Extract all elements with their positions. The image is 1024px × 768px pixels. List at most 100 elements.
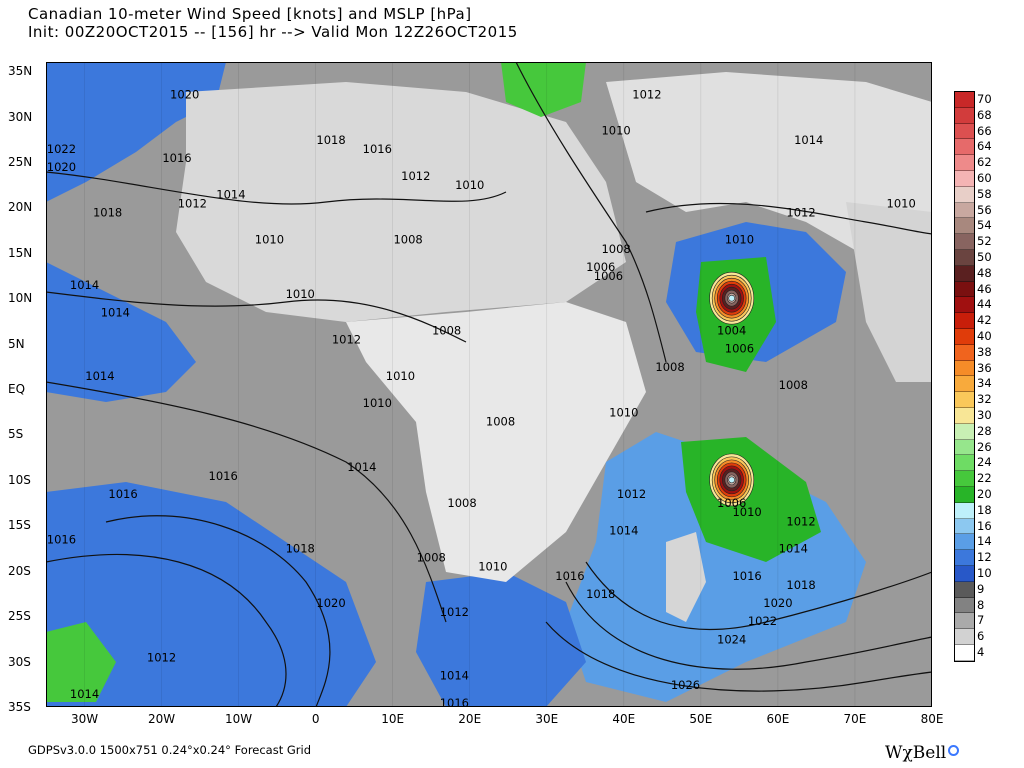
weather-map: 1020102210201018101610121014101810161010… xyxy=(46,62,932,707)
legend-swatch xyxy=(955,581,974,598)
land-central-africa xyxy=(346,302,646,582)
wind-region-south-atlantic xyxy=(46,482,376,707)
legend-swatch xyxy=(955,218,974,235)
legend-swatch xyxy=(955,313,974,329)
legend-swatch xyxy=(955,265,974,282)
legend-swatch xyxy=(955,534,974,551)
legend-swatch xyxy=(955,234,974,250)
legend-label: 18 xyxy=(977,502,992,517)
legend-label: 36 xyxy=(977,360,992,375)
legend-label: 48 xyxy=(977,265,992,280)
isobar-label: 1018 xyxy=(786,578,815,592)
latitude-label: 5N xyxy=(8,336,25,351)
isobar-line xyxy=(565,581,932,670)
legend-label: 70 xyxy=(977,92,992,106)
legend-swatch xyxy=(955,392,974,408)
isobar-label: 1014 xyxy=(609,523,638,537)
legend-swatch xyxy=(955,155,974,171)
latitude-label: 20N xyxy=(8,200,33,215)
latitude-label: 30S xyxy=(8,654,31,669)
isobar-label: 1010 xyxy=(601,124,630,138)
isobar-label: 1018 xyxy=(316,133,345,147)
legend-swatch xyxy=(955,565,974,582)
isobar-label: 1006 xyxy=(717,496,746,510)
legend-label: 64 xyxy=(977,139,992,154)
legend-label: 68 xyxy=(977,107,992,122)
legend-label: 9 xyxy=(977,581,985,596)
isobar-label: 1014 xyxy=(440,669,469,683)
isobar-label: 1010 xyxy=(286,287,315,301)
legend-label: 54 xyxy=(977,218,992,233)
isobar-label: 1014 xyxy=(70,278,99,292)
legend-swatch xyxy=(955,376,974,393)
legend-label: 4 xyxy=(977,645,985,659)
latitude-label: 25N xyxy=(8,154,33,169)
longitude-label: 10E xyxy=(381,712,405,726)
wind-region-green-southwest xyxy=(46,622,116,702)
legend-label: 46 xyxy=(977,281,992,296)
isobar-label: 1014 xyxy=(347,460,376,474)
model-info: GDPSv3.0.0 1500x751 0.24°x0.24° Forecast… xyxy=(28,743,312,757)
isobar-label: 1012 xyxy=(440,605,469,619)
brand-logo: WχBell xyxy=(885,743,960,763)
isobar-line xyxy=(545,621,932,692)
isobar-label: 1016 xyxy=(162,151,191,165)
isobar-label: 1010 xyxy=(725,233,754,247)
isobar-label: 1010 xyxy=(255,233,284,247)
isobar-label: 1004 xyxy=(717,324,746,338)
longitude-label: 20E xyxy=(458,712,482,726)
chart-subtitle: Init: 00Z20OCT2015 -- [156] hr --> Valid… xyxy=(28,23,518,41)
legend-label: 26 xyxy=(977,439,992,454)
isobar-label: 1012 xyxy=(147,651,176,665)
longitude-label: 10W xyxy=(225,712,253,726)
isobar-label: 1012 xyxy=(632,87,661,101)
legend-label: 58 xyxy=(977,186,992,201)
graticule xyxy=(84,62,932,707)
wind-region-south-africa xyxy=(416,572,586,707)
isobar-label: 1010 xyxy=(386,369,415,383)
legend-swatch xyxy=(955,629,974,645)
land-sahara xyxy=(176,82,626,322)
land-india xyxy=(846,202,932,382)
isobar-line xyxy=(46,381,447,623)
isobar-line xyxy=(645,202,932,235)
legend-label: 56 xyxy=(977,202,992,217)
isobar-label: 1016 xyxy=(440,696,469,707)
legend-swatch xyxy=(955,439,974,456)
isobar-label: 1006 xyxy=(594,269,623,283)
longitude-label: 80E xyxy=(920,712,944,726)
cyclone-eye-south xyxy=(728,476,735,484)
longitude-label: 30E xyxy=(535,712,559,726)
isobar-label: 1014 xyxy=(216,187,245,201)
legend-swatch xyxy=(955,407,974,424)
isobar-label: 1018 xyxy=(286,542,315,556)
legend-label: 50 xyxy=(977,250,992,264)
legend-swatch xyxy=(955,107,974,124)
isobar-label: 1012 xyxy=(617,487,646,501)
legend-label: 52 xyxy=(977,234,992,249)
isobar-label: 1008 xyxy=(486,414,515,428)
isobar-label: 1008 xyxy=(393,233,422,247)
isobar-label: 1014 xyxy=(101,305,130,319)
isobar-label: 1018 xyxy=(93,205,122,219)
isobar-label: 1016 xyxy=(809,62,838,65)
legend-swatch xyxy=(955,92,974,108)
isobar-lines xyxy=(46,62,932,707)
isobar-label: 1006 xyxy=(586,260,615,274)
latitude-label: 30N xyxy=(8,109,33,124)
latitude-label: 35N xyxy=(8,64,33,79)
legend-label: 6 xyxy=(977,629,985,644)
isobar-label: 1010 xyxy=(478,560,507,574)
latitude-label: 10S xyxy=(8,472,31,487)
longitude-label: 40E xyxy=(612,712,636,726)
legend-swatch xyxy=(955,486,974,503)
latitude-label: 15N xyxy=(8,245,33,260)
isobar-label: 1012 xyxy=(332,333,361,347)
legend-label: 7 xyxy=(977,613,985,628)
legend-label: 20 xyxy=(977,487,992,501)
legend-label: 60 xyxy=(977,171,992,185)
longitude-label: 50E xyxy=(689,712,713,726)
legend-label: 12 xyxy=(977,550,992,565)
isobar-line xyxy=(105,515,331,707)
isobar-line xyxy=(46,553,287,707)
